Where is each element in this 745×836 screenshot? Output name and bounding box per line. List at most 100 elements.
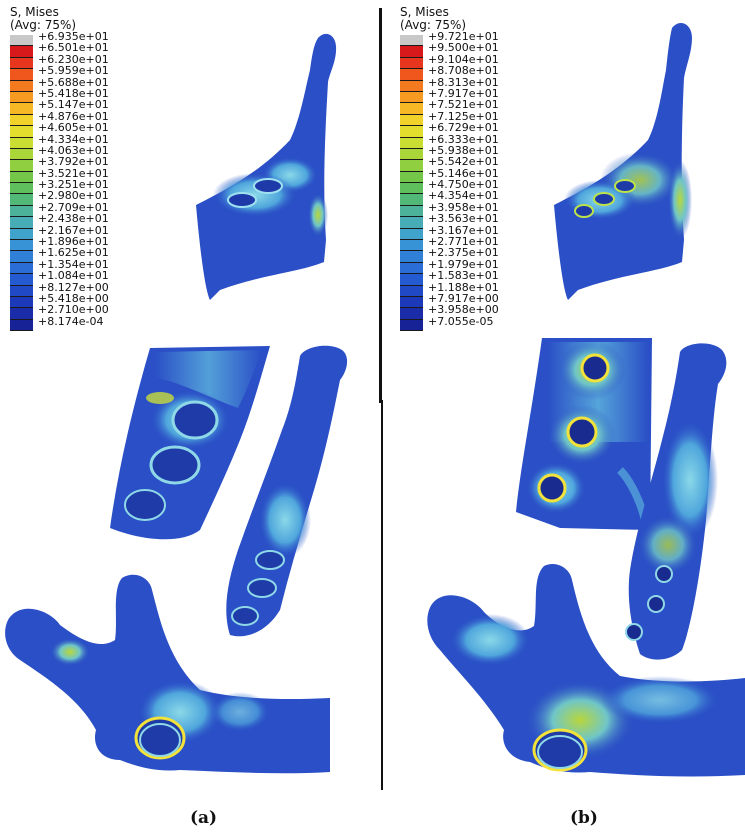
legend-b-label: +3.958e+01 xyxy=(428,200,499,214)
legend-a-label: +1.084e+01 xyxy=(38,269,109,283)
panel-a-mandible-side xyxy=(226,345,348,637)
legend-b-subtitle: (Avg: 75%) xyxy=(400,18,467,32)
legend-b-label: +6.729e+01 xyxy=(428,121,499,135)
caption-a: (a) xyxy=(190,808,218,828)
legend-b-swatch xyxy=(400,251,423,263)
legend-a-label: +8.127e+00 xyxy=(38,280,109,294)
legend-a-swatch xyxy=(10,240,33,252)
legend-b-label: +9.500e+01 xyxy=(428,41,499,55)
legend-b-swatch xyxy=(400,171,423,184)
legend-b-swatch xyxy=(400,308,423,320)
legend-a-swatch xyxy=(10,137,33,149)
legend-b-label: +7.125e+01 xyxy=(428,109,499,123)
legend-b-label: +8.708e+01 xyxy=(428,64,499,78)
legend-b-swatch xyxy=(400,319,423,332)
legend-a-swatch xyxy=(10,126,33,138)
panel-a-mandible-bottom xyxy=(5,574,331,774)
legend-a-swatch xyxy=(10,205,33,218)
legend-a-swatch xyxy=(10,171,33,184)
legend-a-swatch xyxy=(10,91,33,104)
legend-a-label: +6.230e+01 xyxy=(38,52,109,66)
legend-a-label: +2.167e+01 xyxy=(38,223,109,237)
legend-a-swatch xyxy=(10,160,33,172)
legend-b-label: +4.750e+01 xyxy=(428,178,499,192)
legend-b-swatch xyxy=(400,217,423,229)
legend-b-swatch xyxy=(400,114,423,127)
legend-b-swatch xyxy=(400,35,423,47)
legend-a-labels: +6.935e+01 +6.501e+01 +6.230e+01 +5.959e+01… xyxy=(38,31,109,328)
legend-b-title: S, Mises xyxy=(400,5,449,19)
legend-b-label: +7.521e+01 xyxy=(428,98,499,112)
legend-b-label: +3.958e+00 xyxy=(428,303,499,317)
legend-b-label: +7.917e+00 xyxy=(428,291,499,305)
panel-a-mandible-top xyxy=(196,33,337,301)
legend-b-swatch xyxy=(400,240,423,252)
legend-b-swatch xyxy=(400,183,423,195)
legend-a-label: +1.354e+01 xyxy=(38,257,109,271)
legend-a-swatch xyxy=(10,308,33,320)
panel-b-mandible-bottom xyxy=(427,563,745,777)
legend-a-swatch xyxy=(10,69,33,81)
legend-b-label: +5.146e+01 xyxy=(428,166,499,180)
legend-b-swatch xyxy=(400,274,423,286)
legend-a-label: +4.605e+01 xyxy=(38,121,109,135)
legend-a-label: +2.438e+01 xyxy=(38,212,109,226)
panel-divider-lower xyxy=(381,400,383,790)
legend-b-swatch xyxy=(400,46,423,58)
legend-a-swatch xyxy=(10,114,33,127)
legend-a-label: +4.334e+01 xyxy=(38,132,109,146)
legend-a-swatch xyxy=(10,35,33,47)
legend-a-swatch xyxy=(10,46,33,58)
legend-a-title: S, Mises xyxy=(10,5,59,19)
legend-a-label: +5.959e+01 xyxy=(38,64,109,78)
legend-a-label: +8.174e-04 xyxy=(38,314,104,328)
legend-a-label: +6.501e+01 xyxy=(38,41,109,55)
panel-b-mandible-side xyxy=(625,343,727,660)
panel-b-plate-section xyxy=(516,338,652,530)
legend-a-label: +5.147e+01 xyxy=(38,98,109,112)
legend-b-colorbar xyxy=(400,35,423,332)
legend-a-swatch xyxy=(10,57,33,70)
legend-b-swatch xyxy=(400,285,423,297)
legend-a-swatch xyxy=(10,285,33,297)
legend-a-swatch xyxy=(10,251,33,263)
legend-a-subtitle: (Avg: 75%) xyxy=(10,18,77,32)
legend-b-swatch xyxy=(400,91,423,104)
legend-a-swatch xyxy=(10,148,33,161)
legend-b-label: +1.188e+01 xyxy=(428,280,499,294)
legend-a-label: +5.688e+01 xyxy=(38,75,109,89)
legend-a-swatch xyxy=(10,262,33,275)
legend-a-swatch xyxy=(10,80,33,92)
legend-b-label: +5.938e+01 xyxy=(428,143,499,157)
legend-b-swatch xyxy=(400,228,423,241)
legend-a-swatch xyxy=(10,274,33,286)
legend-b-label: +1.979e+01 xyxy=(428,257,499,271)
legend-a-label: +4.063e+01 xyxy=(38,143,109,157)
legend-b-swatch xyxy=(400,137,423,149)
legend-a-label: +1.625e+01 xyxy=(38,246,109,260)
legend-b-label: +9.104e+01 xyxy=(428,52,499,66)
legend-a-swatch xyxy=(10,217,33,229)
legend-b: S, Mises (Avg: 75%) +9.721e+01 +9.500e+01… xyxy=(400,5,499,332)
legend-b-label: +5.542e+01 xyxy=(428,155,499,169)
legend-a-label: +4.876e+01 xyxy=(38,109,109,123)
legend-b-label: +3.563e+01 xyxy=(428,212,499,226)
legend-b-label: +7.917e+01 xyxy=(428,86,499,100)
legend-b-label: +8.313e+01 xyxy=(428,75,499,89)
legend-a-label: +3.792e+01 xyxy=(38,155,109,169)
panel-b-mandible-top xyxy=(554,23,692,301)
panel-a-plate-section xyxy=(110,346,270,540)
legend-a-swatch xyxy=(10,319,33,332)
legend-a-label: +2.709e+01 xyxy=(38,200,109,214)
legend-a-colorbar xyxy=(10,35,33,332)
legend-b-label: +2.771e+01 xyxy=(428,235,499,249)
legend-a-label: +2.710e+00 xyxy=(38,303,109,317)
legend-b-swatch xyxy=(400,148,423,161)
legend-b-label: +4.354e+01 xyxy=(428,189,499,203)
legend-b-swatch xyxy=(400,262,423,275)
legend-b-swatch xyxy=(400,205,423,218)
legend-b-swatch xyxy=(400,126,423,138)
legend-b-label: +6.333e+01 xyxy=(428,132,499,146)
legend-b-swatch xyxy=(400,160,423,172)
